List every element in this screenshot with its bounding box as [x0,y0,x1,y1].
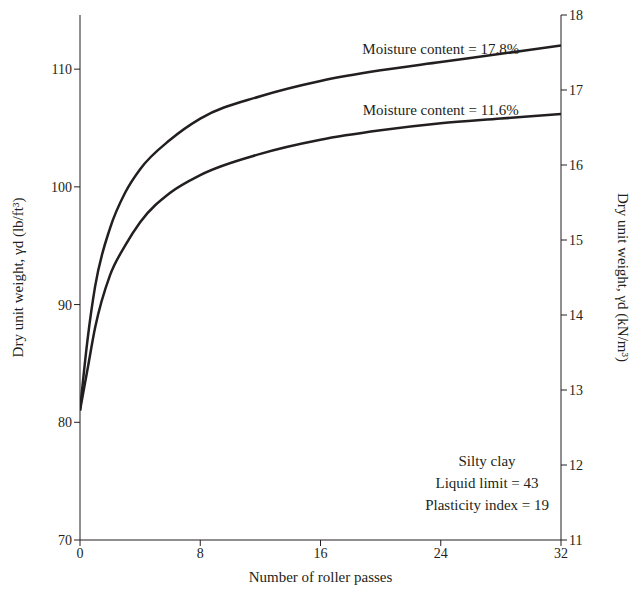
svg-text:12: 12 [569,458,583,473]
html-text:Liquid limit = 43: Liquid limit = 43 [435,475,539,491]
svg-text:Moisture content = 11.6%: Moisture content = 11.6% [363,102,519,118]
html-text:Plasticity index = 19: Plasticity index = 19 [425,497,549,513]
html-text:Silty clay: Silty clay [458,453,516,469]
svg-text:Dry unit weight, γd (kN/m³): Dry unit weight, γd (kN/m³) [614,193,631,362]
svg-text:16: 16 [569,158,583,173]
svg-text:14: 14 [569,308,583,323]
svg-text:24: 24 [434,546,448,561]
svg-text:Number of roller passes: Number of roller passes [249,569,393,585]
svg-text:13: 13 [569,383,583,398]
svg-text:100: 100 [51,180,72,195]
svg-text:15: 15 [569,233,583,248]
svg-text:17: 17 [569,83,583,98]
svg-text:16: 16 [314,546,328,561]
svg-text:80: 80 [58,415,72,430]
svg-text:70: 70 [58,533,72,548]
svg-text:110: 110 [52,62,72,77]
svg-text:8: 8 [197,546,204,561]
svg-text:18: 18 [569,8,583,23]
svg-text:Moisture content = 17.8%: Moisture content = 17.8% [362,41,519,57]
svg-text:32: 32 [554,546,568,561]
svg-text:0: 0 [77,546,84,561]
svg-text:90: 90 [58,298,72,313]
svg-text:11: 11 [569,533,582,548]
svg-text:Dry unit weight, γd (lb/ft³): Dry unit weight, γd (lb/ft³) [10,198,27,358]
